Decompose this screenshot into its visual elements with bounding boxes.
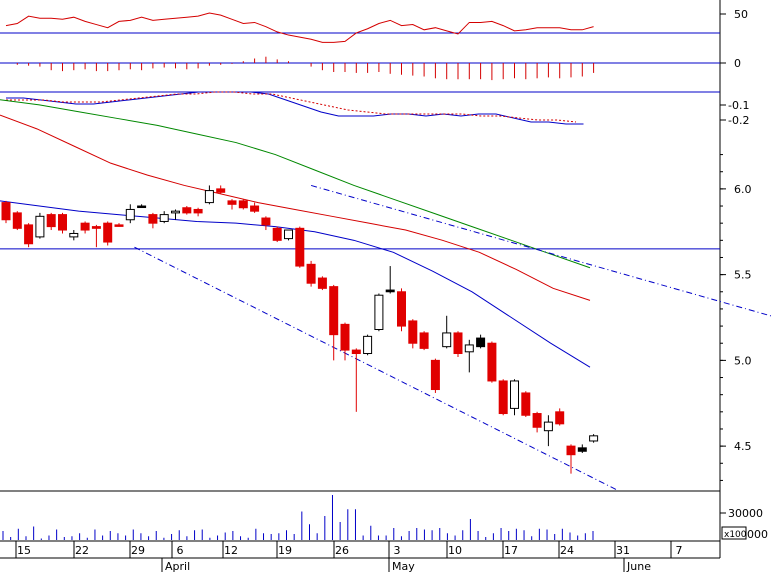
candle-body <box>476 337 486 348</box>
macd-line <box>6 91 584 125</box>
candle-body <box>125 208 135 221</box>
candle-body <box>397 291 406 327</box>
candle-body <box>521 392 531 416</box>
candle-body <box>159 214 169 222</box>
momentum-tick-label: 0 <box>734 57 741 70</box>
candle-body <box>419 332 429 349</box>
macd-tick-label: -0.1 <box>728 99 749 112</box>
candle-body <box>46 214 56 228</box>
candle-body <box>317 277 327 289</box>
candle-body <box>532 413 542 428</box>
candle-body <box>204 190 214 204</box>
month-label: May <box>392 560 415 572</box>
candle-body <box>295 227 305 267</box>
date-tick-label: 7 <box>676 544 683 557</box>
candle-body <box>498 380 508 415</box>
rsi-line <box>5 12 594 43</box>
candle-body <box>589 435 599 442</box>
date-tick-label: 29 <box>131 544 145 557</box>
candle-body <box>91 226 101 229</box>
candle-body <box>182 207 192 214</box>
macd-tick-label: -0.2 <box>728 114 749 127</box>
candle-body <box>374 294 384 331</box>
candle-body <box>12 212 22 229</box>
candle-body <box>114 224 124 227</box>
candle-body <box>487 342 497 382</box>
volume-unit-box <box>721 526 747 540</box>
price-tick-label: 5.5 <box>734 269 752 282</box>
date-tick-label: 17 <box>504 544 518 557</box>
candle-body <box>543 421 553 432</box>
candle-body <box>80 222 90 231</box>
candle-body <box>555 411 565 425</box>
candle-body <box>272 227 282 241</box>
candle-body <box>58 214 67 231</box>
candle-body <box>408 320 418 344</box>
candle-body <box>250 205 260 212</box>
ma-short-blue-line <box>0 200 591 368</box>
macd-signal-line <box>6 91 577 123</box>
candle-body <box>216 188 226 193</box>
date-tick-label: 12 <box>224 544 238 557</box>
price-tick-label: 4.5 <box>734 440 752 453</box>
volume-tick-label: 0000 <box>740 528 768 541</box>
price-tick-label: 6.0 <box>734 183 752 196</box>
volume-unit-label: x100 <box>724 530 747 540</box>
candle-body <box>24 224 34 245</box>
candle-body <box>35 215 45 238</box>
candle-body <box>306 263 316 284</box>
date-tick-label: 24 <box>560 544 574 557</box>
candle-body <box>1 202 11 221</box>
date-tick-label: 31 <box>616 544 630 557</box>
ma-medium-red-line <box>0 114 591 301</box>
candle-body <box>193 208 203 214</box>
candle-body <box>453 332 463 355</box>
candle-body <box>430 359 440 391</box>
candle-body <box>261 217 271 226</box>
date-tick-label: 15 <box>17 544 31 557</box>
candle-body <box>238 200 248 209</box>
candle-body <box>69 232 79 238</box>
volume-tick-label: 30000 <box>728 507 763 520</box>
date-tick-label: 19 <box>278 544 292 557</box>
month-label: June <box>626 560 651 572</box>
month-label: April <box>165 560 190 572</box>
candle-body <box>442 332 452 348</box>
trend-channel-lower-line <box>134 246 619 492</box>
date-tick-label: 3 <box>394 544 401 557</box>
candle-body <box>510 380 519 409</box>
trend-channel-upper-line <box>310 184 773 318</box>
candle-body <box>171 210 180 214</box>
candle-body <box>566 445 576 456</box>
candle-body <box>284 229 293 240</box>
candle-body <box>227 200 237 205</box>
candle-body <box>351 349 361 355</box>
candle-body <box>464 344 474 353</box>
candle-body <box>363 335 373 355</box>
date-tick-label: 22 <box>75 544 89 557</box>
price-tick-label: 5.0 <box>734 354 752 367</box>
candle-body <box>577 447 587 452</box>
ma-long-green-line <box>0 99 591 269</box>
date-tick-label: 26 <box>335 544 349 557</box>
rsi-tick-label: 50 <box>734 8 748 21</box>
candle-body <box>340 323 350 351</box>
date-tick-label: 10 <box>448 544 462 557</box>
candle-body <box>148 214 158 224</box>
date-tick-label: 6 <box>177 544 184 557</box>
candle-body <box>385 289 395 293</box>
candle-body <box>103 222 113 243</box>
candle-body <box>137 205 147 209</box>
candle-body <box>329 286 339 336</box>
